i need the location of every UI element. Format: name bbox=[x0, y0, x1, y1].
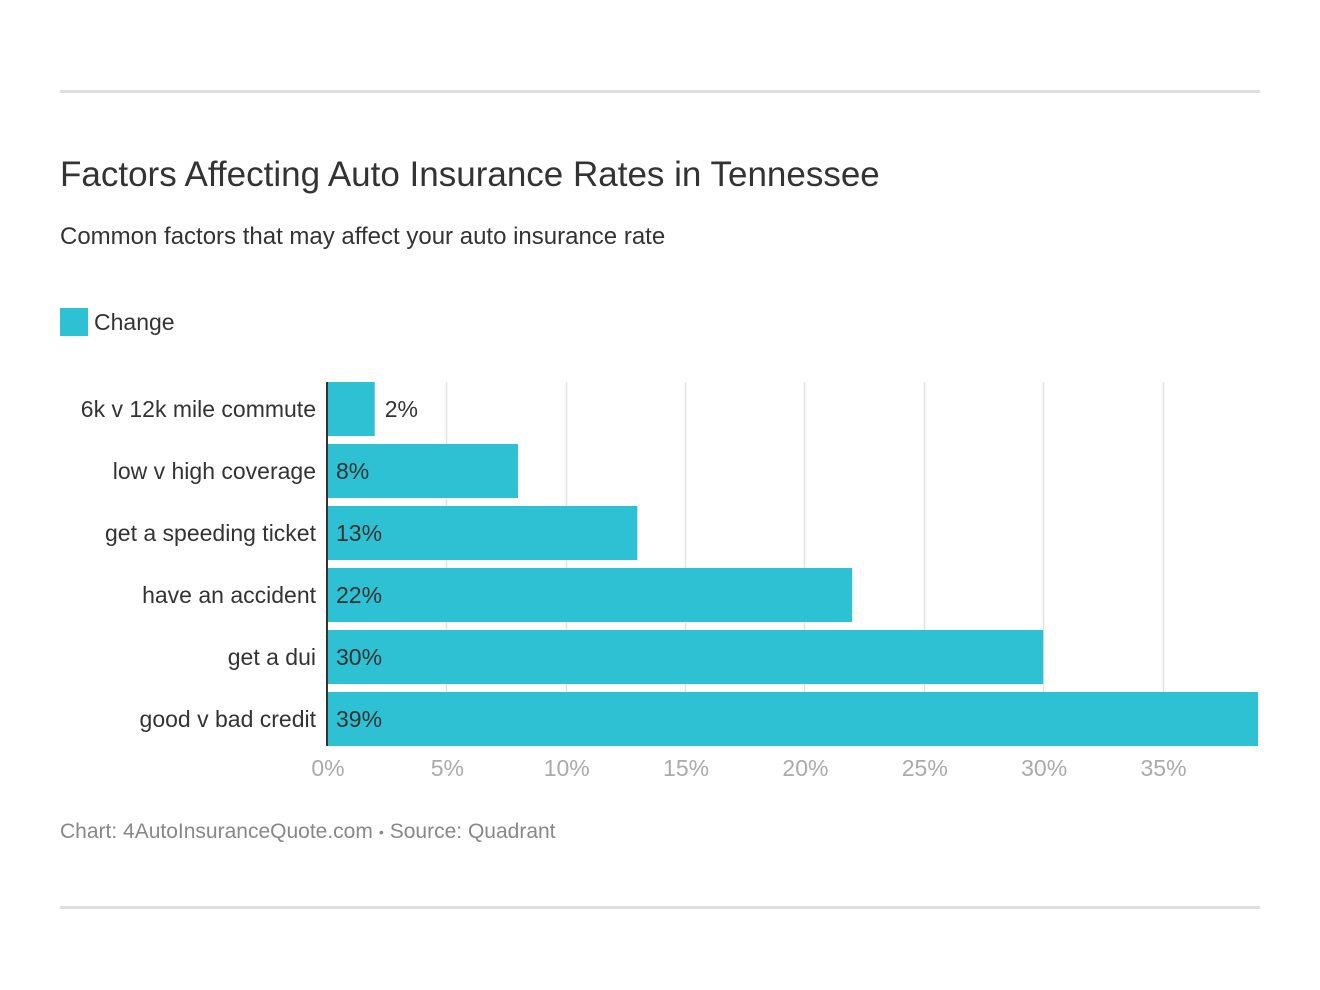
value-label: 22% bbox=[336, 582, 382, 608]
chart-footer: Chart: 4AutoInsuranceQuote.com • Source: Q… bbox=[60, 819, 556, 845]
chart-source: Source: Quadrant bbox=[389, 820, 556, 843]
legend-label: Change bbox=[94, 308, 175, 335]
chart-subtitle: Common factors that may affect your auto… bbox=[60, 223, 666, 250]
x-tick-label: 0% bbox=[311, 755, 344, 781]
bar bbox=[327, 506, 638, 560]
value-label: 13% bbox=[336, 520, 382, 546]
chart-credit: Chart: 4AutoInsuranceQuote.com bbox=[60, 820, 373, 843]
bar bbox=[327, 568, 853, 622]
category-label: 6k v 12k mile commute bbox=[81, 396, 316, 422]
x-tick-label: 30% bbox=[1021, 755, 1067, 781]
value-label: 8% bbox=[336, 458, 369, 484]
category-label: low v high coverage bbox=[113, 458, 316, 484]
x-tick-label: 25% bbox=[902, 755, 948, 781]
value-label: 39% bbox=[336, 706, 382, 732]
chart-title: Factors Affecting Auto Insurance Rates i… bbox=[60, 155, 880, 194]
bar bbox=[327, 444, 518, 498]
x-tick-label: 10% bbox=[544, 755, 590, 781]
category-label: get a speeding ticket bbox=[105, 520, 317, 546]
bar bbox=[327, 692, 1258, 746]
category-label: get a dui bbox=[228, 644, 316, 670]
bar bbox=[327, 630, 1044, 684]
x-tick-label: 20% bbox=[782, 755, 828, 781]
x-tick-label: 35% bbox=[1140, 755, 1186, 781]
bar bbox=[327, 382, 375, 436]
value-label: 2% bbox=[385, 396, 418, 422]
legend-swatch bbox=[60, 308, 88, 336]
category-label: good v bad credit bbox=[140, 706, 317, 732]
x-tick-label: 5% bbox=[431, 755, 464, 781]
category-label: have an accident bbox=[142, 582, 317, 608]
value-label: 30% bbox=[336, 644, 382, 670]
footer-separator: • bbox=[378, 824, 384, 841]
bottom-divider bbox=[60, 906, 1260, 909]
x-tick-label: 15% bbox=[663, 755, 709, 781]
legend: Change bbox=[60, 308, 175, 336]
top-divider bbox=[60, 90, 1260, 93]
